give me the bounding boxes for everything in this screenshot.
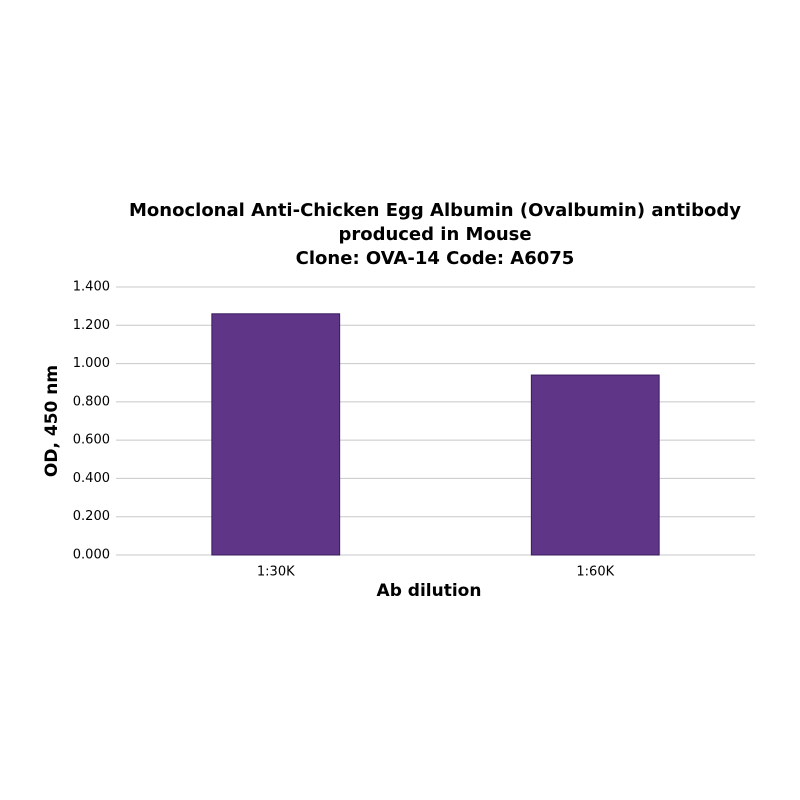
x-tick-label: 1:60K [576, 565, 614, 580]
y-axis-label: OD, 450 nm [42, 365, 62, 477]
chart-title: Monoclonal Anti-Chicken Egg Albumin (Ova… [129, 200, 741, 221]
y-tick-label: 0.200 [73, 509, 110, 524]
chart-title: produced in Mouse [338, 224, 531, 245]
bar [211, 313, 341, 556]
y-tick-label: 0.400 [73, 471, 110, 486]
chart-title: Clone: OVA-14 Code: A6075 [296, 248, 575, 269]
y-tick-label: 1.000 [73, 356, 110, 371]
y-tick-label: 1.200 [73, 318, 110, 333]
x-tick-label: 1:30K [257, 565, 295, 580]
bar [530, 374, 660, 556]
y-tick-label: 0.600 [73, 433, 110, 448]
y-tick-label: 0.000 [73, 548, 110, 563]
y-tick-label: 1.400 [73, 280, 110, 295]
y-tick-label: 0.800 [73, 394, 110, 409]
x-axis-label: Ab dilution [377, 581, 482, 601]
